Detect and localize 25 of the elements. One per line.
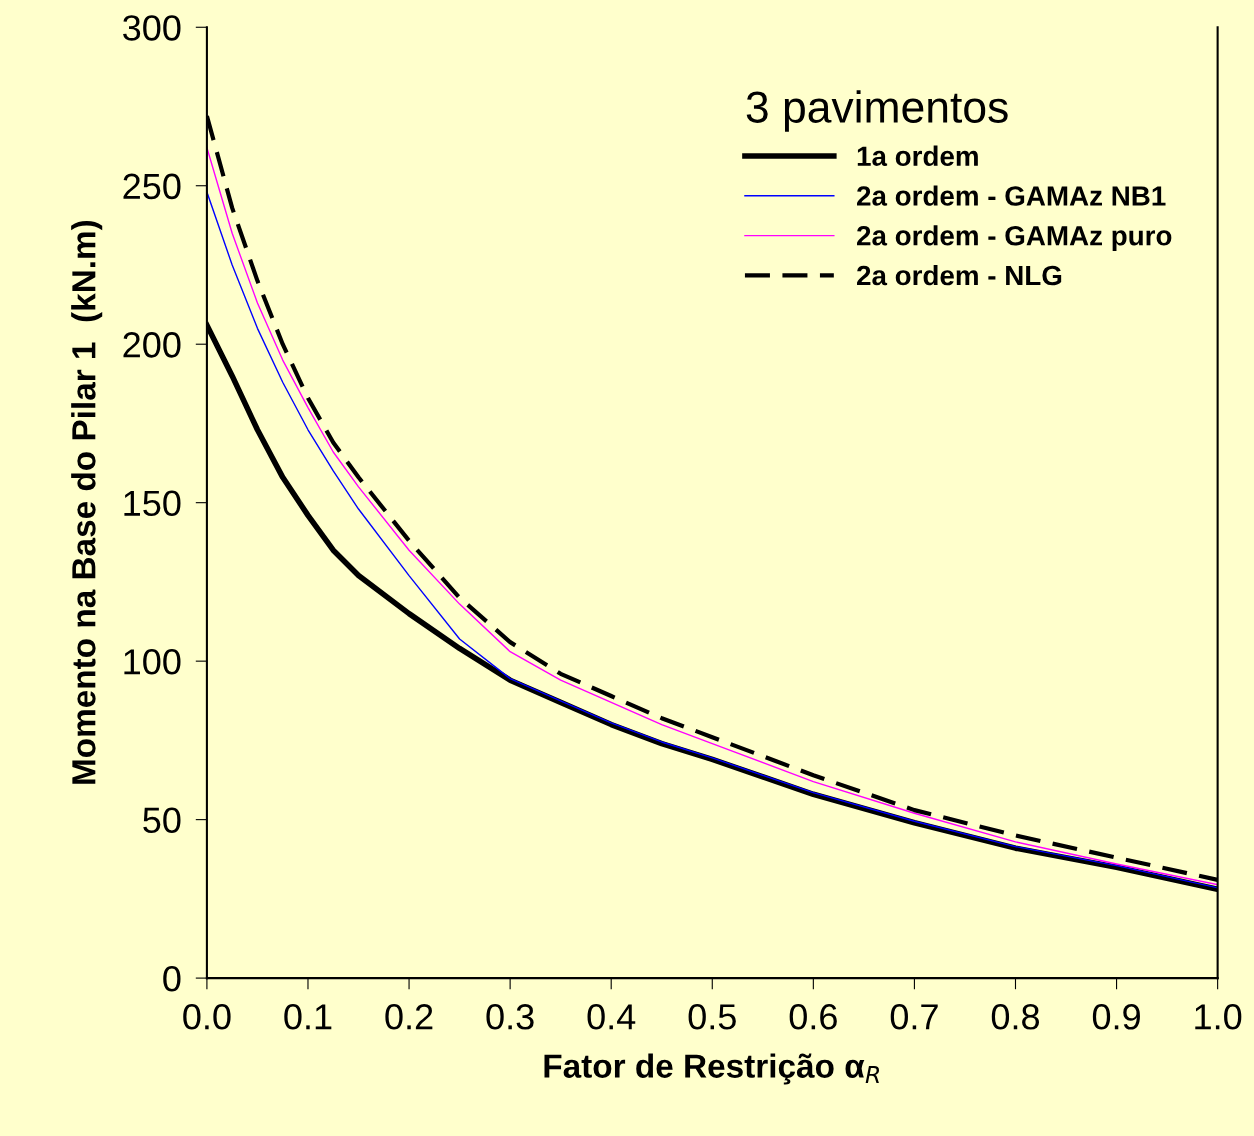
- legend-title: 3 pavimentos: [746, 90, 1008, 132]
- x-tick-label: 0.6: [789, 1004, 837, 1030]
- y-axis-title: Momento na Base do Pilar 1 (kN.m): [71, 220, 103, 784]
- x-tick-label: 0.7: [890, 1004, 938, 1030]
- legend-label: 2a ordem - NLG: [857, 264, 1062, 286]
- x-tick-label: 1.0: [1195, 1004, 1242, 1030]
- x-tick-label: 0.5: [688, 1004, 736, 1030]
- legend-label: 1a ordem: [857, 145, 978, 167]
- x-tick-label: 0.4: [587, 1004, 636, 1030]
- y-tick-label: 150: [124, 490, 181, 517]
- y-tick-label: 50: [143, 807, 181, 834]
- y-tick-label: 0: [163, 965, 181, 992]
- y-tick-label: 100: [124, 649, 181, 675]
- legend-label: 2a ordem - GAMAz puro: [857, 225, 1172, 252]
- x-tick-label: 0.1: [284, 1004, 332, 1030]
- x-tick-label: 0.9: [1092, 1004, 1140, 1030]
- x-tick-label: 0.3: [486, 1004, 534, 1030]
- x-axis-title: Fator de Restrição α$_{R}$: [544, 1053, 880, 1085]
- y-tick-label: 300: [123, 15, 181, 41]
- x-tick-label: 0.8: [991, 1004, 1040, 1030]
- x-tick-label: 0.0: [183, 1004, 231, 1030]
- legend-label: 2a ordem - GAMAz NB1: [857, 185, 1166, 206]
- x-tick-label: 0.2: [385, 1004, 433, 1030]
- y-tick-label: 200: [123, 332, 181, 358]
- y-tick-label: 250: [123, 173, 181, 200]
